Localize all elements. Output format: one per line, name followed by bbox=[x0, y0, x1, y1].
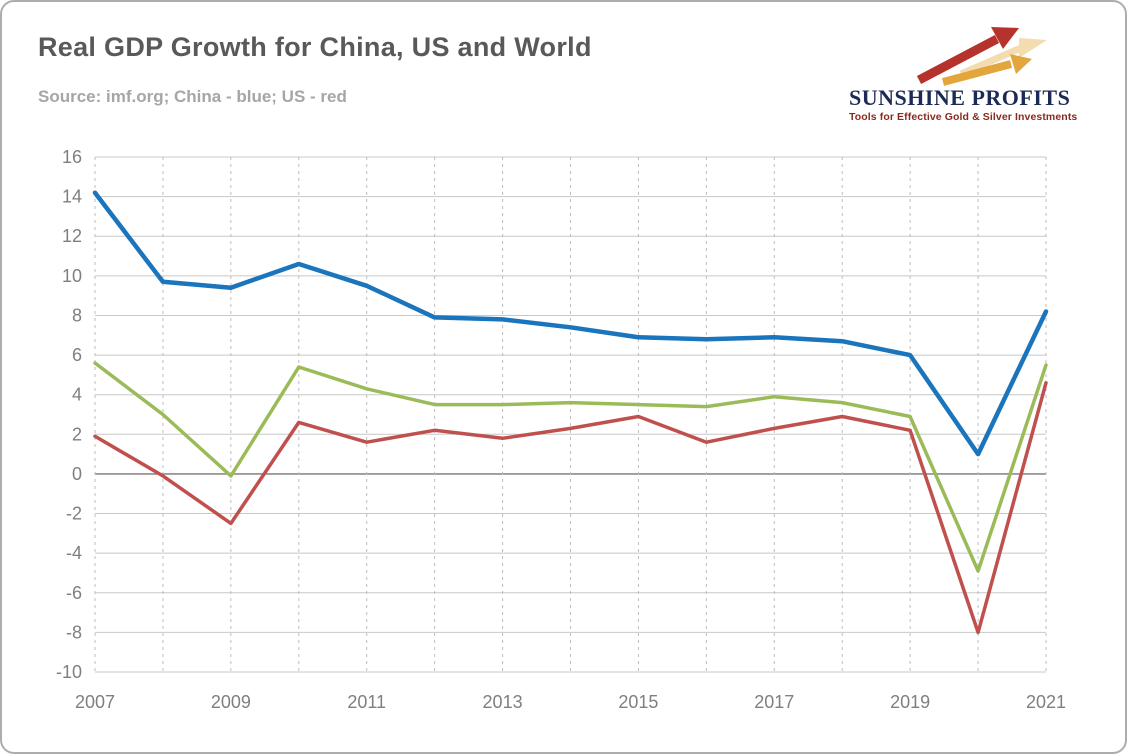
x-tick-label: 2007 bbox=[75, 692, 115, 712]
y-tick-label: 12 bbox=[62, 226, 82, 246]
x-tick-label: 2017 bbox=[754, 692, 794, 712]
header: Real GDP Growth for China, US and World … bbox=[2, 2, 1125, 140]
x-tick-label: 2009 bbox=[211, 692, 251, 712]
y-tick-label: 0 bbox=[72, 464, 82, 484]
y-tick-label: 10 bbox=[62, 266, 82, 286]
y-tick-label: -8 bbox=[66, 622, 82, 642]
y-tick-label: -6 bbox=[66, 583, 82, 603]
logo-arrows-icon bbox=[916, 27, 1047, 86]
y-tick-label: -2 bbox=[66, 504, 82, 524]
y-tick-label: 8 bbox=[72, 305, 82, 325]
logo-arrow-gold-shaft bbox=[941, 60, 1013, 86]
chart-source: Source: imf.org; China - blue; US - red bbox=[38, 87, 347, 106]
sunshine-profits-logo: SUNSHINE PROFITS Tools for Effective Gol… bbox=[849, 24, 1099, 123]
x-tick-label: 2011 bbox=[347, 692, 386, 712]
y-tick-label: 2 bbox=[72, 424, 82, 444]
gdp-chart: -10 -8 -6 -4 -2 0 2 4 6 8 10 12 14 16 2007 2009 2011 2013… bbox=[2, 140, 1125, 729]
page-title: Real GDP Growth for China, US and World bbox=[38, 32, 592, 62]
x-tick-label: 2015 bbox=[618, 692, 658, 712]
y-tick-label: 14 bbox=[62, 187, 82, 207]
y-tick-label: 16 bbox=[62, 147, 82, 167]
logo-arrow-pale-shaft bbox=[959, 44, 1023, 78]
x-tick-label: 2013 bbox=[483, 692, 523, 712]
y-tick-label: 6 bbox=[72, 345, 82, 365]
logo-arrow-red-head bbox=[991, 27, 1019, 49]
logo-name: SUNSHINE PROFITS bbox=[849, 85, 1071, 110]
gdp-chart-svg: -10 -8 -6 -4 -2 0 2 4 6 8 10 12 14 16 2007 2009 2011 2013… bbox=[56, 147, 1066, 712]
logo-arrow-gold-head bbox=[1010, 54, 1032, 74]
logo-arrow-red-shaft bbox=[916, 35, 1000, 84]
series-line-china bbox=[92, 190, 1049, 457]
x-tick-label: 2019 bbox=[890, 692, 930, 712]
series-line-world bbox=[93, 361, 1048, 573]
y-tick-label: 4 bbox=[72, 385, 82, 405]
series-line-us bbox=[93, 381, 1048, 635]
logo-tagline: Tools for Effective Gold & Silver Invest… bbox=[849, 111, 1078, 124]
title-block: Real GDP Growth for China, US and World … bbox=[38, 24, 592, 107]
y-tick-label: -4 bbox=[66, 543, 82, 563]
logo-arrow-pale-head bbox=[1019, 38, 1047, 58]
x-tick-label: 2021 bbox=[1026, 692, 1066, 712]
y-tick-label: -10 bbox=[56, 662, 82, 682]
